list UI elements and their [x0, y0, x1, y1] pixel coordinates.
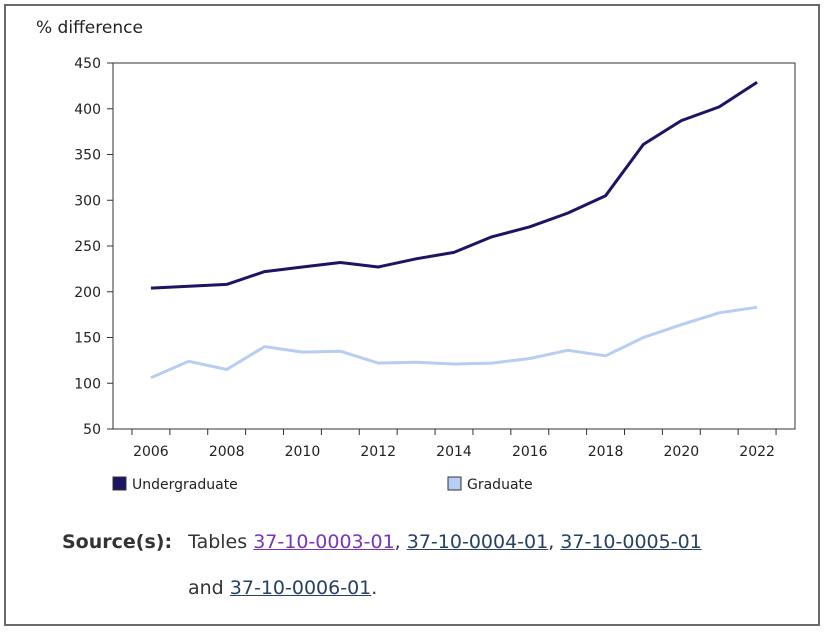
source-link-3[interactable]: 37-10-0005-01 — [560, 531, 702, 553]
y-tick-label: 450 — [74, 56, 101, 72]
legend-swatch-graduate — [447, 476, 462, 491]
source-label: Source(s): — [62, 531, 173, 553]
source-link-4[interactable]: 37-10-0006-01 — [229, 577, 372, 599]
source-prefix: Tables — [188, 531, 248, 553]
source-end: . — [371, 577, 378, 599]
source-note: Source(s): Tables 37-10-0003-01, 37-10-0… — [62, 528, 702, 599]
x-tick-label: 2010 — [285, 444, 321, 460]
separator: , — [394, 531, 401, 553]
figure-frame — [4, 4, 820, 626]
y-tick-label: 200 — [74, 285, 101, 301]
series-line-graduate — [150, 305, 758, 380]
x-tick-label: 2006 — [133, 444, 169, 460]
y-tick-label: 300 — [74, 193, 101, 209]
x-tick-label: 2018 — [588, 444, 624, 460]
y-axis-label: % difference — [36, 18, 143, 38]
line-chart: % difference 50100150200250300350400450 … — [36, 18, 796, 493]
x-tick-label: 2016 — [512, 444, 548, 460]
source-link-2[interactable]: 37-10-0004-01 — [406, 531, 549, 553]
legend-swatch-undergraduate — [112, 476, 127, 491]
y-tick-label: 150 — [74, 331, 101, 347]
y-tick-label: 400 — [74, 102, 101, 118]
legend-label-graduate: Graduate — [467, 477, 533, 493]
legend-label-undergraduate: Undergraduate — [132, 477, 238, 493]
series-line-undergraduate — [150, 80, 758, 290]
y-tick-label: 50 — [83, 422, 101, 438]
x-tick-label: 2014 — [436, 444, 472, 460]
y-tick-label: 250 — [74, 239, 101, 255]
x-tick-label: 2020 — [664, 444, 700, 460]
x-tick-label: 2022 — [739, 444, 775, 460]
x-tick-label: 2008 — [209, 444, 245, 460]
separator: , — [548, 531, 555, 553]
source-link-1[interactable]: 37-10-0003-01 — [253, 531, 395, 553]
source-and: and — [188, 577, 224, 599]
y-tick-label: 350 — [74, 148, 101, 164]
y-tick-label: 100 — [74, 376, 101, 392]
x-tick-label: 2012 — [360, 444, 396, 460]
